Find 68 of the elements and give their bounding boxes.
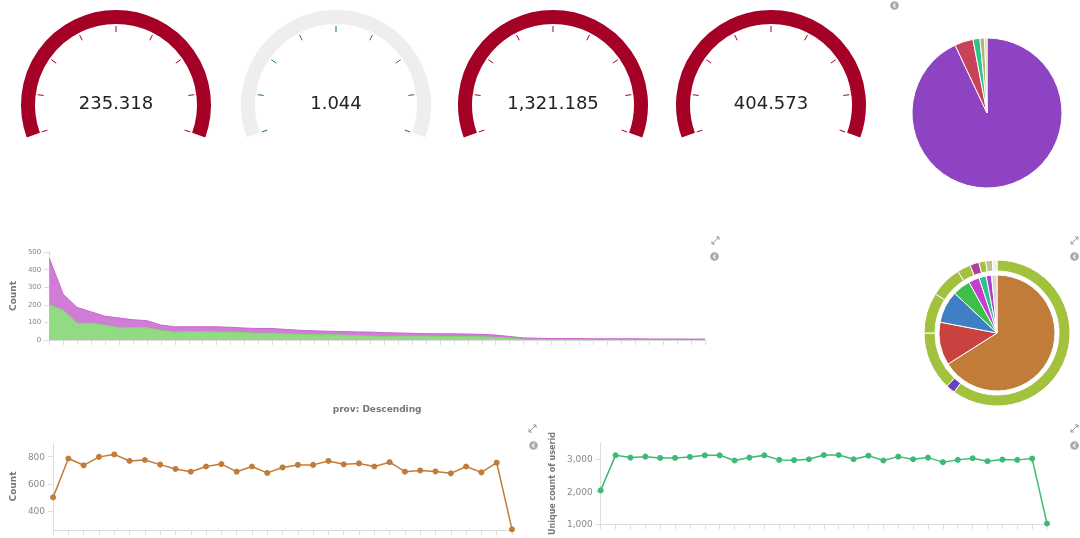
point (984, 458, 991, 465)
point (172, 465, 179, 472)
point (325, 457, 332, 464)
point (248, 463, 255, 470)
point (95, 453, 102, 460)
point (447, 470, 454, 477)
point (432, 468, 439, 475)
y-tick-label: 800 (27, 451, 46, 462)
point (820, 452, 827, 459)
y-axis-title: Unique count of userid (547, 431, 557, 536)
point (761, 452, 768, 459)
point (865, 452, 872, 459)
y-tick-label: 1,000 (566, 519, 593, 530)
point (850, 456, 857, 463)
point (279, 464, 286, 471)
point (924, 454, 931, 461)
point (50, 494, 57, 501)
point (141, 456, 148, 463)
point (776, 456, 783, 463)
point (264, 469, 271, 476)
point (478, 469, 485, 476)
point (686, 453, 693, 460)
point (187, 468, 194, 475)
point (746, 454, 753, 461)
point (701, 452, 708, 459)
point (910, 456, 917, 463)
point (463, 463, 470, 470)
point (1014, 456, 1021, 463)
point (716, 452, 723, 459)
point (111, 451, 118, 458)
point (627, 454, 634, 461)
point (65, 455, 72, 462)
point (791, 457, 798, 464)
point (157, 461, 164, 468)
point (657, 454, 664, 461)
point (597, 487, 604, 494)
data-label: 1.044 (310, 91, 362, 113)
point (401, 468, 408, 475)
point (954, 456, 961, 463)
point (386, 459, 393, 466)
point (969, 455, 976, 462)
point (493, 459, 500, 466)
point (356, 460, 363, 467)
point (417, 467, 424, 474)
point (642, 453, 649, 460)
point (310, 461, 317, 468)
point (218, 461, 225, 468)
point (672, 454, 679, 461)
y-tick-label: 400 (27, 505, 46, 516)
point (939, 459, 946, 466)
y-tick-label: 600 (27, 478, 46, 489)
point (203, 463, 210, 470)
point (999, 456, 1006, 463)
point (805, 456, 812, 463)
point (294, 461, 301, 468)
point (80, 462, 87, 469)
point (340, 461, 347, 468)
y-tick-label: 3,000 (566, 454, 593, 465)
y-tick-label: 2,000 (566, 486, 593, 497)
point (126, 457, 133, 464)
point (731, 457, 738, 464)
point (835, 452, 842, 459)
x-axis-title: prov: Descending (332, 403, 422, 414)
point (895, 453, 902, 460)
point (233, 468, 240, 475)
y-axis-title: Count (7, 470, 18, 502)
y-axis-title: Count (7, 280, 18, 311)
point (1029, 455, 1036, 462)
